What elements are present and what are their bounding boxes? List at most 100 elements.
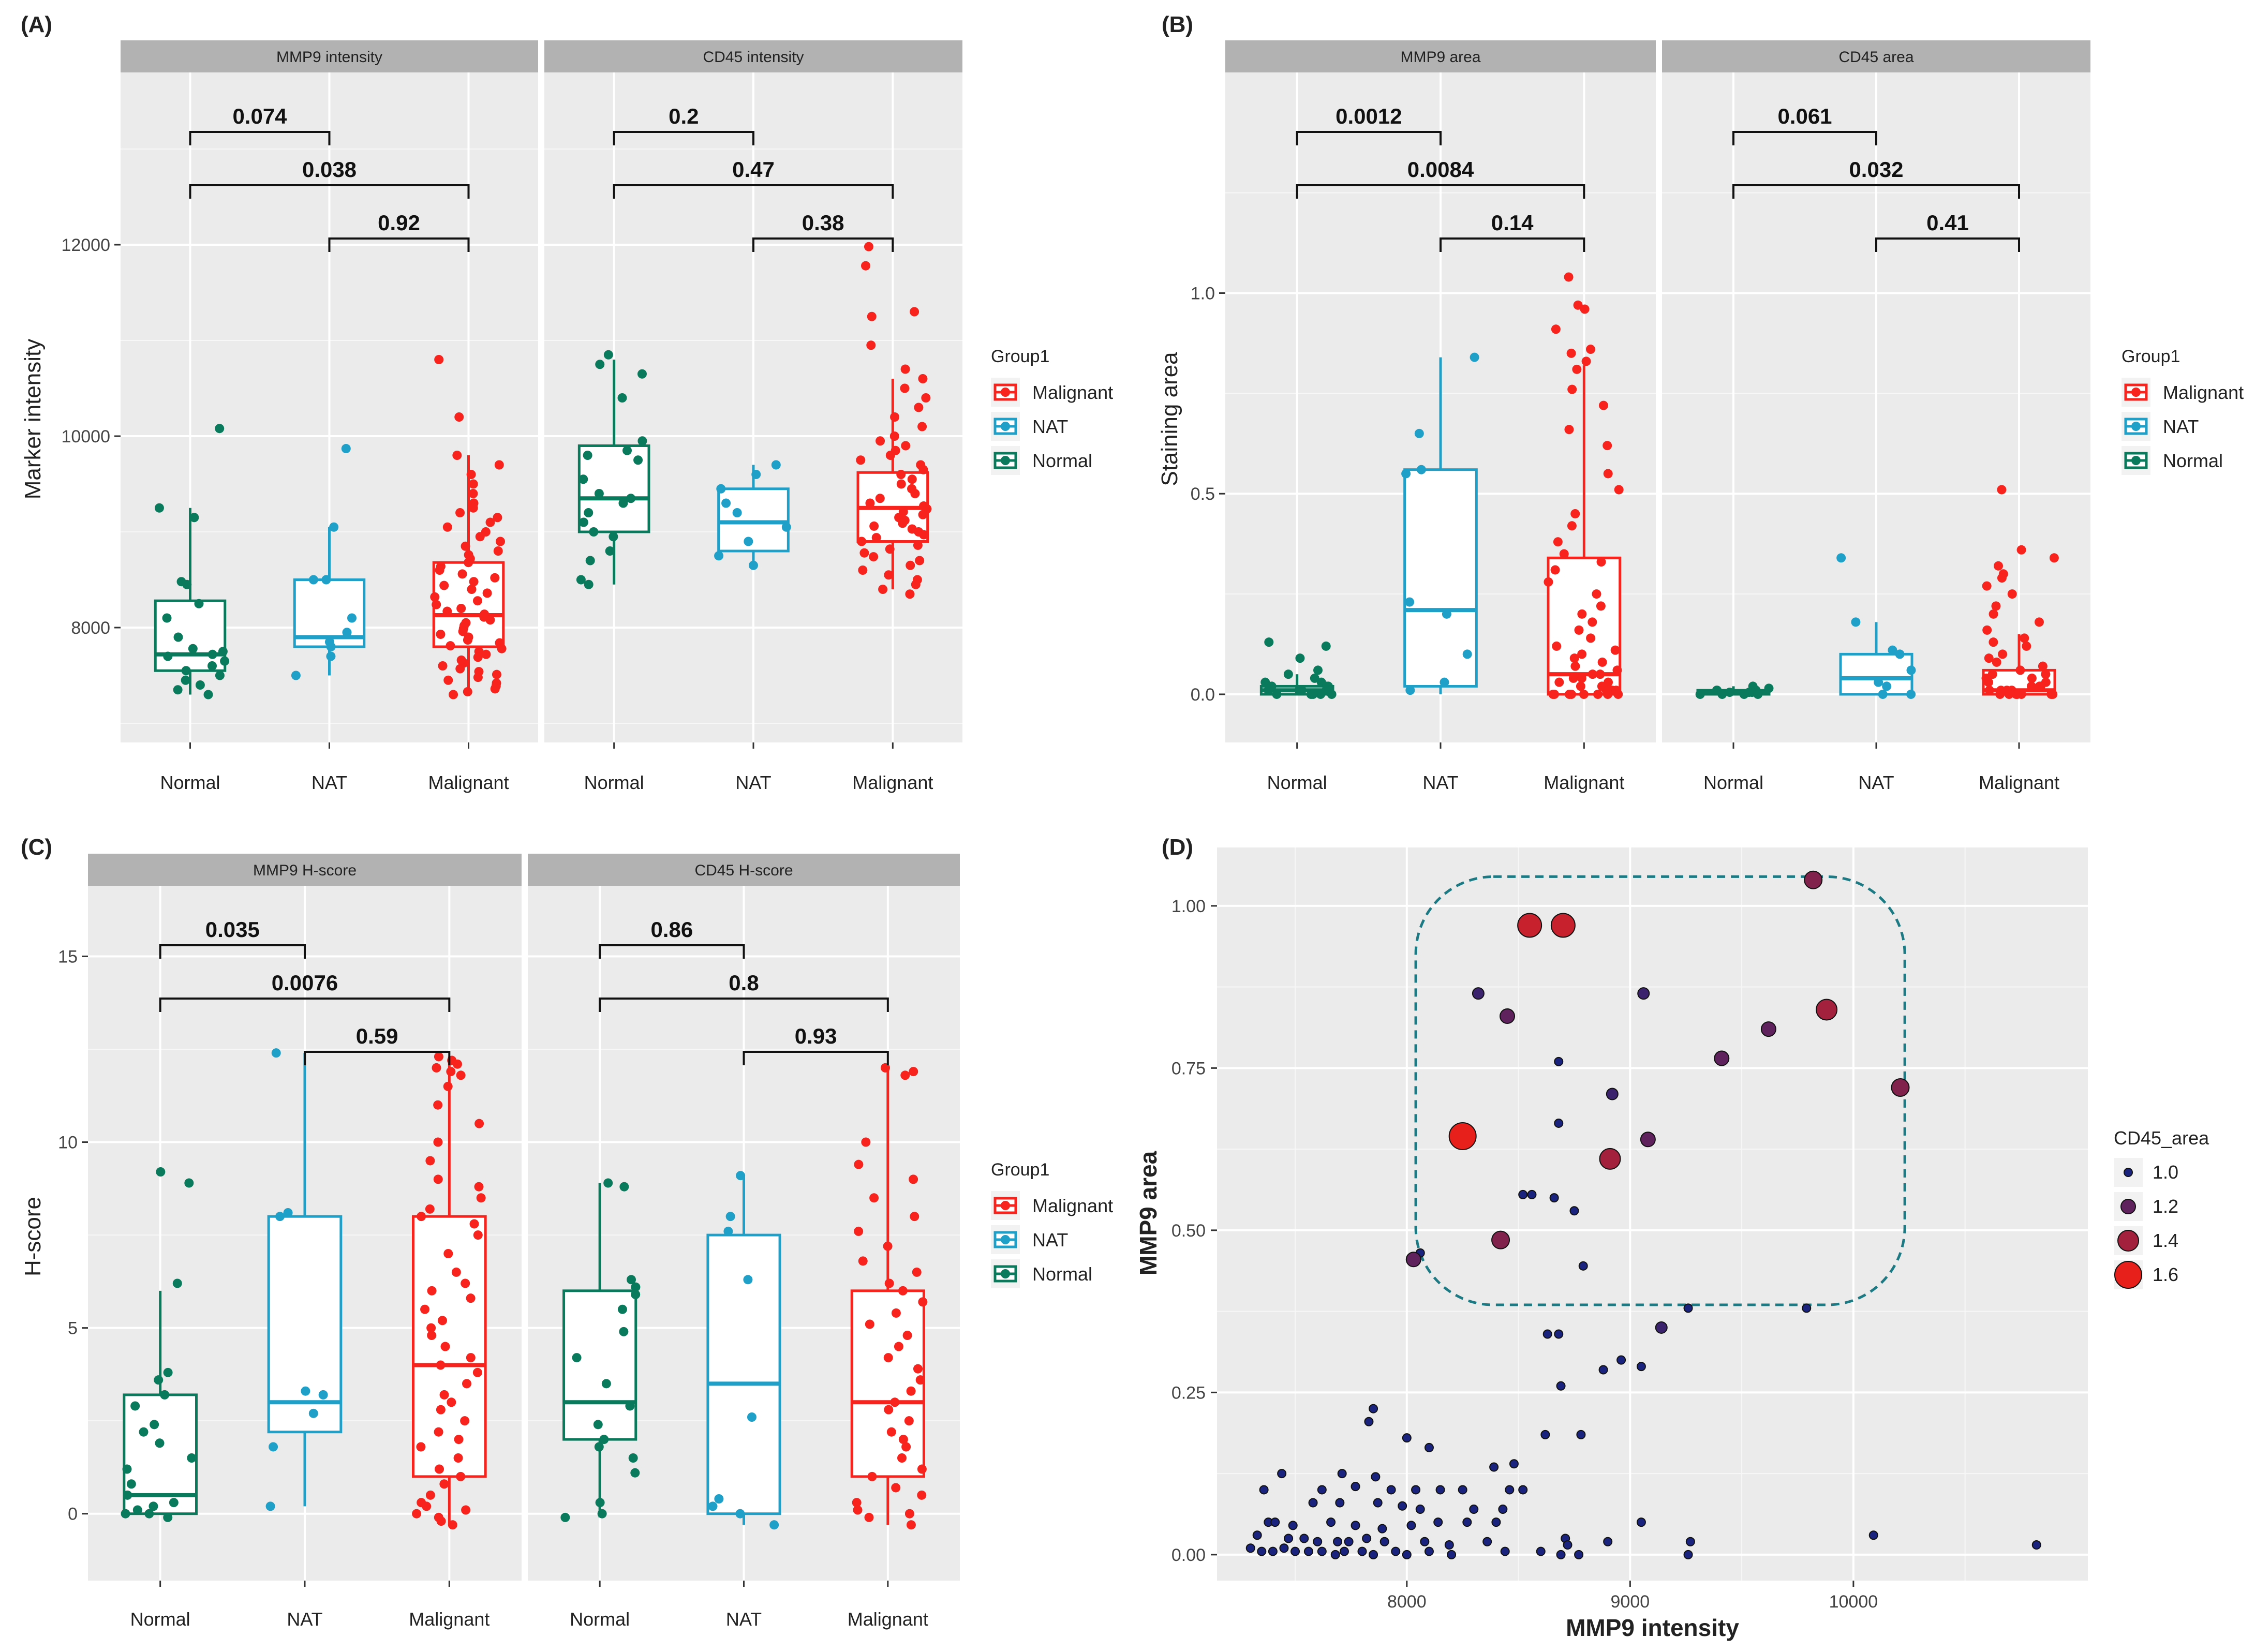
data-point — [433, 1137, 443, 1147]
data-point — [2049, 553, 2059, 563]
pvalue-bracket: 0.035 — [159, 917, 306, 959]
scatter-point — [2031, 1540, 2041, 1550]
scatter-point — [1472, 987, 1485, 1000]
scatter-point — [1371, 1472, 1381, 1482]
data-point — [1416, 465, 1426, 474]
pvalue-bracket: 0.41 — [1875, 211, 2020, 252]
pvalue-bracket: 0.0076 — [159, 971, 451, 1012]
data-point — [622, 445, 632, 455]
data-point — [578, 517, 588, 527]
legend-item: Malignant — [2122, 378, 2244, 407]
legend-key-dot — [2120, 1199, 2136, 1214]
data-point — [463, 635, 472, 645]
data-point — [1442, 609, 1451, 619]
data-point — [769, 1520, 779, 1530]
pvalue-bracket: 0.038 — [189, 157, 470, 199]
data-point — [898, 518, 908, 528]
data-point — [149, 1501, 158, 1511]
data-point — [169, 1498, 179, 1508]
x-tick-label: NAT — [287, 1609, 322, 1630]
data-point — [468, 489, 478, 498]
data-point — [1405, 597, 1415, 607]
data-point — [163, 1512, 173, 1522]
x-tick-label: Malignant — [1979, 772, 2059, 793]
data-point — [869, 521, 879, 531]
data-point — [599, 1435, 609, 1445]
data-point — [597, 1509, 607, 1519]
scatter-point — [1245, 1543, 1255, 1553]
scatter-point — [1804, 870, 1823, 889]
data-point — [619, 1182, 629, 1192]
scatter-point — [1505, 1485, 1515, 1495]
legend-item: Normal — [991, 446, 1092, 475]
data-point — [1564, 272, 1574, 282]
data-point — [1836, 553, 1846, 563]
data-point — [886, 1427, 896, 1437]
data-point — [2016, 545, 2026, 555]
data-point — [291, 671, 301, 680]
data-point — [461, 541, 470, 551]
scatter-point — [1891, 1078, 1910, 1097]
scatter-point — [1527, 1189, 1537, 1199]
x-tick-label: Malignant — [428, 772, 509, 793]
pvalue-label: 0.032 — [1849, 157, 1903, 182]
data-point — [2038, 661, 2048, 671]
data-point — [1580, 304, 1590, 314]
data-point — [442, 606, 452, 616]
data-point — [1614, 485, 1624, 495]
scatter-point — [1257, 1546, 1267, 1556]
data-point — [906, 1520, 916, 1530]
data-point — [173, 632, 183, 642]
facet-1: MMP9 H-score Normal NAT Malignant 0.035 0.007… — [88, 854, 522, 1630]
scatter-point — [1500, 1008, 1515, 1024]
data-point — [883, 1241, 893, 1251]
data-point — [1573, 300, 1583, 310]
data-point — [871, 533, 881, 543]
data-point — [905, 589, 915, 599]
data-point — [439, 581, 449, 590]
data-point — [603, 350, 613, 360]
data-point — [427, 1331, 437, 1340]
pvalue-label: 0.92 — [378, 211, 420, 235]
legend-item: Normal — [2122, 446, 2223, 475]
data-point — [898, 1286, 908, 1296]
data-point — [425, 1490, 435, 1500]
legend-label: 1.2 — [2153, 1196, 2178, 1217]
pvalue-label: 0.061 — [1777, 104, 1832, 128]
scatter-point — [1351, 1482, 1360, 1492]
legend-label: 1.4 — [2153, 1230, 2178, 1251]
data-point — [866, 340, 876, 350]
data-point — [781, 522, 791, 532]
data-point — [2020, 633, 2029, 643]
legend-title: CD45_area — [2114, 1127, 2209, 1149]
box-nat — [1401, 352, 1479, 695]
data-point — [433, 1100, 443, 1110]
legend-label: 1.6 — [2153, 1264, 2178, 1285]
data-point — [560, 1512, 570, 1522]
scatter-point — [1284, 1534, 1294, 1543]
data-point — [182, 579, 192, 589]
data-point — [583, 451, 592, 460]
data-point — [283, 1208, 293, 1217]
data-point — [853, 1505, 863, 1515]
data-point — [900, 1070, 910, 1080]
scatter-point — [1517, 913, 1542, 938]
data-point — [416, 1442, 426, 1452]
data-point — [918, 374, 928, 383]
legend-key-dot — [1001, 422, 1010, 431]
scatter-point — [1398, 1501, 1407, 1511]
data-point — [494, 460, 504, 470]
legend-label: Normal — [1032, 1263, 1092, 1285]
scatter-point — [1386, 1485, 1396, 1495]
scatter-point — [1599, 1148, 1621, 1170]
data-point — [436, 1360, 446, 1370]
scatter-point — [1462, 1517, 1472, 1527]
pvalue-label: 0.0084 — [1407, 157, 1474, 182]
bracket-line — [752, 237, 894, 252]
scatter-point — [1549, 1193, 1559, 1203]
legend-label: NAT — [1032, 416, 1068, 437]
data-point — [1695, 689, 1705, 699]
scatter-point — [1337, 1469, 1347, 1479]
data-point — [451, 1267, 461, 1277]
